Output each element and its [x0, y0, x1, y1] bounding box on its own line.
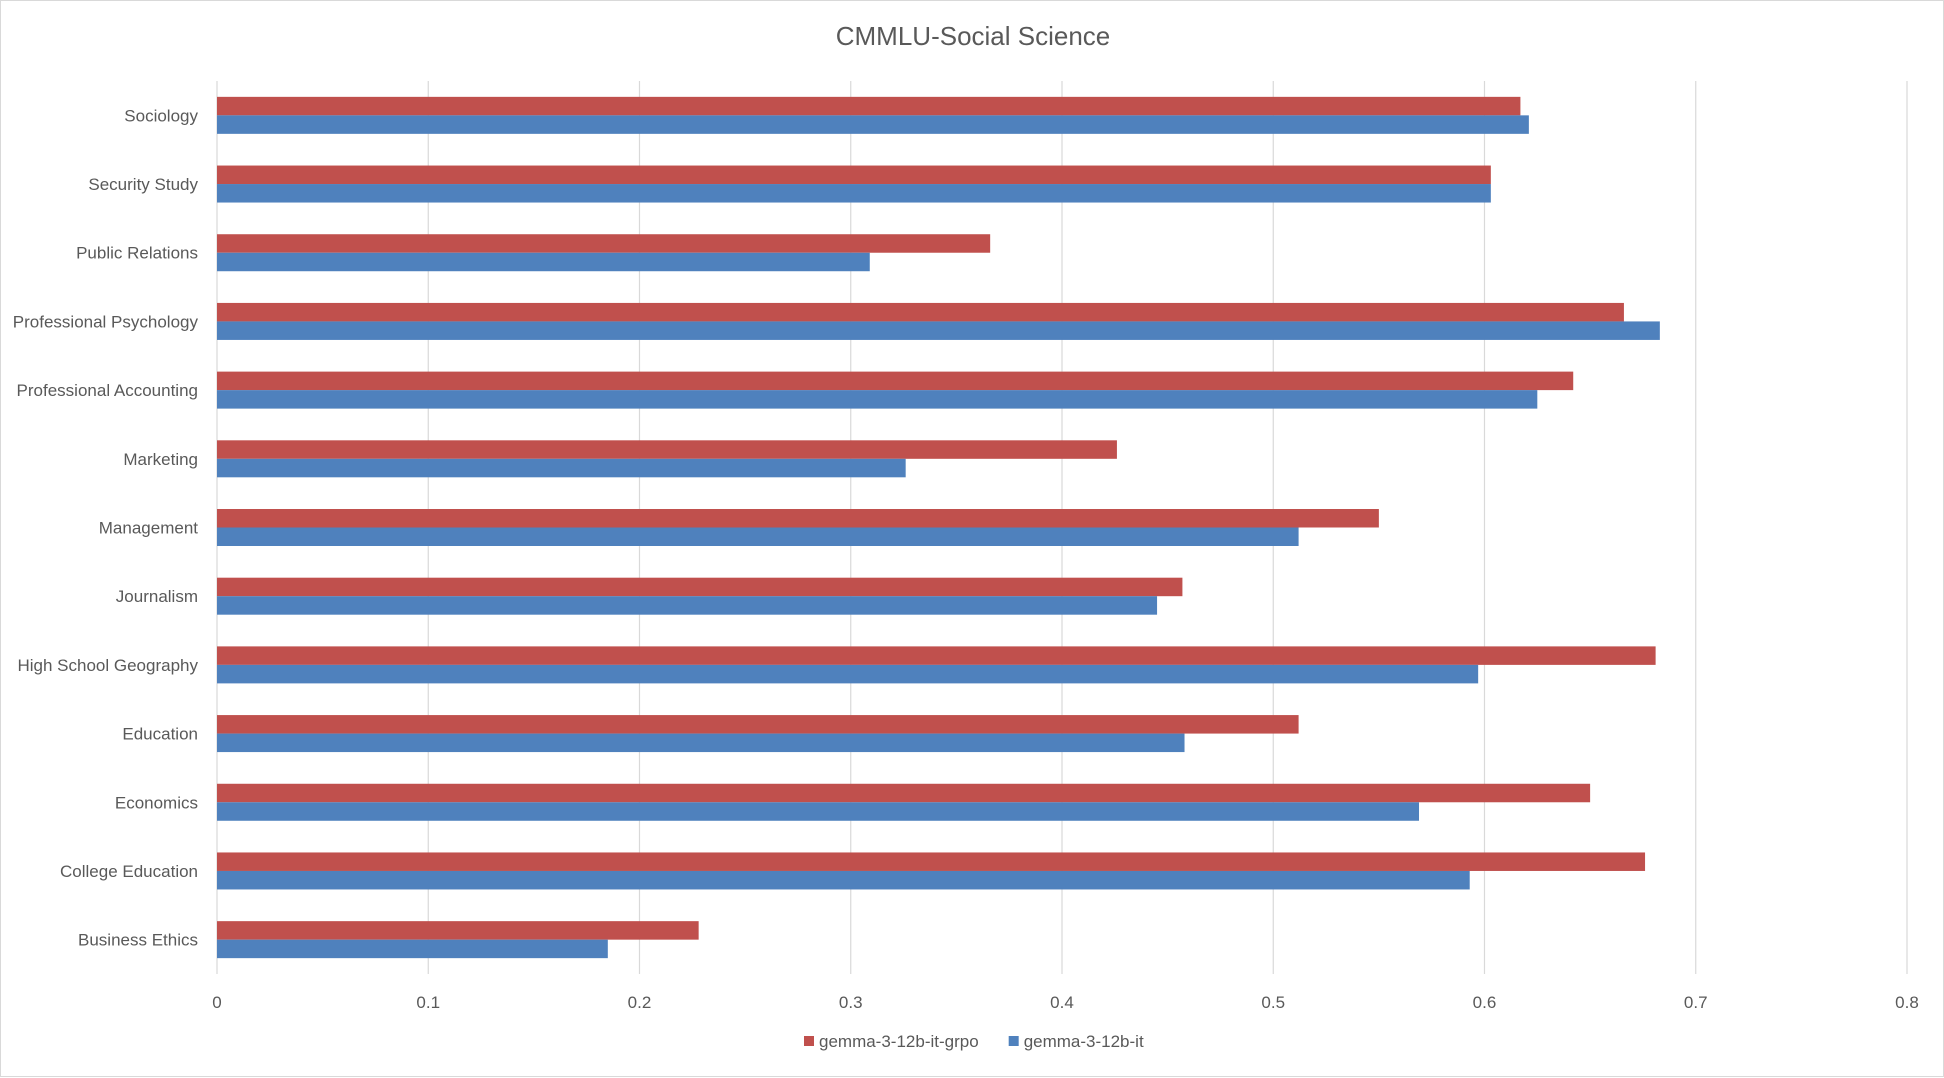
x-tick-label: 0.7	[1684, 993, 1708, 1012]
bar-gemma-3-12b-it-business-ethics	[217, 939, 608, 959]
category-label: Management	[99, 519, 199, 538]
legend-swatch	[1008, 1036, 1019, 1046]
chart-title: CMMLU-Social Science	[836, 21, 1111, 51]
legend-swatch	[804, 1036, 814, 1046]
category-label: Public Relations	[76, 244, 198, 263]
bar-gemma-3-12b-it-college-education	[217, 870, 1470, 890]
bar-gemma-3-12b-it-economics	[217, 802, 1420, 821]
bar-gemma-3-12b-it-grpo-professional-psychology	[217, 302, 1624, 322]
bar-gemma-3-12b-it-grpo-economics	[217, 783, 1591, 803]
bar-gemma-3-12b-it-grpo-business-ethics	[217, 921, 699, 940]
category-label: Business Ethics	[78, 931, 198, 950]
bar-gemma-3-12b-it-education	[217, 733, 1185, 753]
bar-gemma-3-12b-it-grpo-public-relations	[217, 234, 991, 253]
category-label: Education	[122, 725, 198, 744]
category-label: Economics	[115, 793, 198, 812]
category-labels: Sociology Security Study Public Relations P…	[13, 106, 199, 949]
category-label: High School Geography	[17, 656, 198, 675]
category-label: Marketing	[123, 450, 198, 469]
bar-gemma-3-12b-it-professional-psychology	[217, 321, 1660, 340]
category-label: Professional Psychology	[13, 312, 199, 331]
x-tick-label: 0.2	[628, 993, 652, 1012]
x-tick-label: 0.4	[1050, 993, 1074, 1012]
bar-gemma-3-12b-it-high-school-geography	[217, 664, 1479, 684]
bar-gemma-3-12b-it-grpo-high-school-geography	[217, 646, 1656, 665]
bar-gemma-3-12b-it-professional-accounting	[217, 390, 1538, 409]
bar-gemma-3-12b-it-grpo-college-education	[217, 852, 1646, 871]
bar-gemma-3-12b-it-grpo-professional-accounting	[217, 371, 1574, 391]
legend-label: gemma-3-12b-it	[1024, 1032, 1144, 1051]
category-label: Sociology	[124, 106, 198, 125]
bar-gemma-3-12b-it-marketing	[217, 458, 906, 478]
bar-gemma-3-12b-it-grpo-marketing	[217, 440, 1117, 459]
category-label: Professional Accounting	[17, 381, 198, 400]
category-label: College Education	[60, 862, 198, 881]
bar-gemma-3-12b-it-sociology	[217, 115, 1529, 134]
category-label: Security Study	[88, 175, 198, 194]
legend: gemma-3-12b-it-grpo gemma-3-12b-it	[804, 1032, 1144, 1051]
bar-gemma-3-12b-it-public-relations	[217, 252, 870, 272]
x-tick-label: 0	[212, 993, 221, 1012]
x-tick-label: 0.3	[839, 993, 863, 1012]
bar-gemma-3-12b-it-grpo-management	[217, 509, 1379, 528]
bars	[217, 96, 1660, 959]
x-tick-label: 0.8	[1895, 993, 1919, 1012]
x-tick-label: 0.5	[1261, 993, 1285, 1012]
bar-gemma-3-12b-it-journalism	[217, 596, 1158, 615]
bar-gemma-3-12b-it-grpo-sociology	[217, 96, 1521, 116]
bar-gemma-3-12b-it-grpo-education	[217, 715, 1299, 734]
category-label: Journalism	[116, 587, 198, 606]
bar-gemma-3-12b-it-grpo-security-study	[217, 165, 1491, 185]
bar-gemma-3-12b-it-management	[217, 527, 1299, 546]
legend-label: gemma-3-12b-it-grpo	[819, 1032, 979, 1051]
x-axis-ticks: 0 0.1 0.2 0.3 0.4 0.5 0.6 0.7 0.8	[212, 993, 1919, 1012]
bar-gemma-3-12b-it-grpo-journalism	[217, 577, 1183, 597]
x-tick-label: 0.1	[416, 993, 440, 1012]
bar-gemma-3-12b-it-security-study	[217, 184, 1491, 203]
x-tick-label: 0.6	[1473, 993, 1497, 1012]
